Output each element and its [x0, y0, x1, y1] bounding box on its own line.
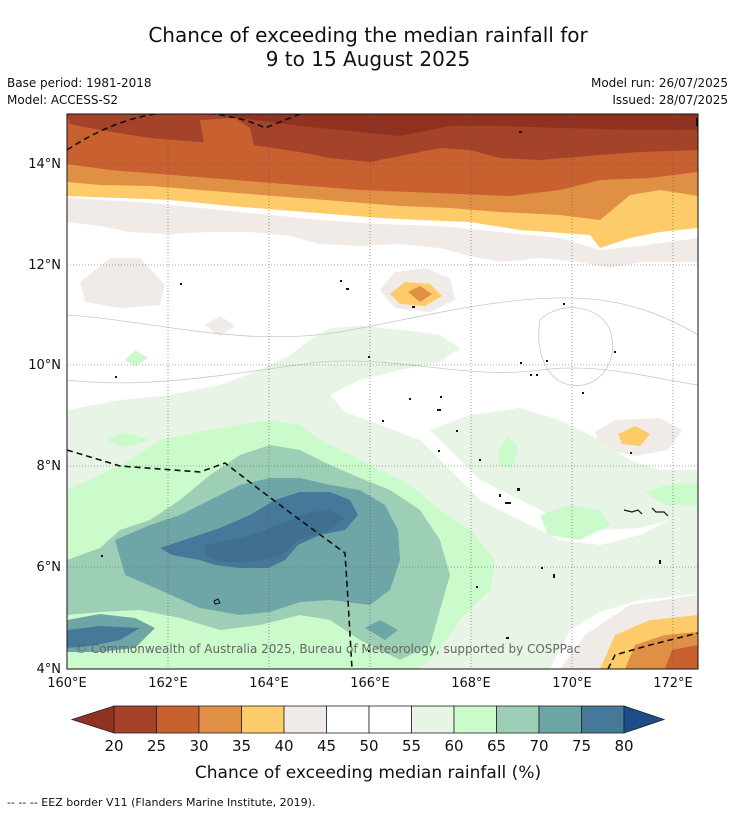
lat-label-8n: 8°N	[37, 459, 62, 474]
lon-label-162e: 162°E	[148, 676, 188, 691]
colorbar-bin-20-25	[113, 705, 157, 734]
colorbar-tick-labels: 20 25 30 35 40 45 50 55 60 65 70 75 80	[104, 737, 633, 755]
colorbar-bin-25-30	[156, 705, 200, 734]
contour-30-35-center	[408, 286, 432, 302]
contour-35-40-east	[618, 426, 650, 446]
map-title-line1: Chance of exceeding the median rainfall …	[148, 23, 588, 47]
model-text: Model: ACCESS-S2	[7, 93, 119, 107]
colorbar-bin-55-60	[411, 705, 455, 734]
lon-label-170e: 170°E	[552, 676, 592, 691]
contour-60-65-small-west	[105, 432, 150, 448]
colorbar-tick-55: 55	[402, 737, 421, 755]
lat-label-6n: 6°N	[37, 560, 62, 575]
colorbar-tick-80: 80	[614, 737, 633, 755]
colorbar-tick-30: 30	[189, 737, 208, 755]
eez-border	[67, 114, 698, 669]
lat-label-14n: 14°N	[28, 157, 61, 172]
colorbar-title: Chance of exceeding median rainfall (%)	[195, 763, 541, 783]
longitude-labels: 160°E 162°E 164°E 166°E 168°E 170°E 172°…	[47, 676, 693, 691]
colorbar-tick-50: 50	[359, 737, 378, 755]
lon-label-164e: 164°E	[249, 676, 289, 691]
colorbar-tick-60: 60	[444, 737, 463, 755]
contour-40-45-west-blob	[80, 258, 165, 308]
base-period-text: Base period: 1981-2018	[7, 76, 152, 90]
colorbar-bin-65-70	[496, 705, 540, 734]
colorbar-tick-20: 20	[104, 737, 123, 755]
colorbar-bin-30-35	[198, 705, 242, 734]
contour-55-60-east	[430, 408, 698, 530]
colorbar-tick-75: 75	[572, 737, 591, 755]
colorbar	[70, 705, 666, 734]
colorbar-bin-50-55	[368, 705, 412, 734]
islands	[101, 118, 698, 652]
contour-under-20	[210, 114, 698, 136]
map-plot-area: © Commonwealth of Australia 2025, Bureau…	[67, 114, 698, 669]
colorbar-tick-25: 25	[147, 737, 166, 755]
colorbar-tick-35: 35	[232, 737, 251, 755]
contour-70-75-south	[365, 620, 398, 640]
colorbar-bin-35-40	[241, 705, 285, 734]
colorbar-bin-75-80	[581, 705, 625, 734]
copyright-text: © Commonwealth of Australia 2025, Bureau…	[75, 642, 580, 656]
contour-60-65-east-a	[498, 436, 518, 468]
colorbar-tick-45: 45	[317, 737, 336, 755]
map-frame	[66, 113, 699, 670]
lat-label-12n: 12°N	[28, 258, 61, 273]
lat-label-4n: 4°N	[37, 662, 62, 677]
colorbar-tick-40: 40	[274, 737, 293, 755]
colorbar-bin-45-50	[326, 705, 370, 734]
colorbar-over-arrow	[623, 705, 666, 734]
colorbar-under-arrow	[70, 705, 115, 734]
lon-label-160e: 160°E	[47, 676, 87, 691]
colorbar-bin-40-45	[283, 705, 327, 734]
eez-footnote: -- -- -- EEZ border V11 (Flanders Marine…	[7, 796, 316, 809]
model-run-text: Model run: 26/07/2025	[590, 76, 728, 90]
contour-40-45-north	[67, 198, 698, 268]
contour-75-80-southwest	[67, 626, 140, 648]
colorbar-tick-70: 70	[529, 737, 548, 755]
colorbar-bin-70-75	[538, 705, 582, 734]
colorbar-bin-60-65	[453, 705, 497, 734]
issued-text: Issued: 28/07/2025	[612, 93, 728, 107]
latitude-labels: 14°N 12°N 10°N 8°N 6°N 4°N	[28, 157, 61, 677]
map-title-line2: 9 to 15 August 2025	[265, 47, 471, 71]
contour-40-45-small	[205, 316, 235, 336]
contour-60-65-small-mid	[125, 350, 148, 366]
contour-75-80-inner	[205, 510, 345, 562]
contour-55-60-northwest	[310, 326, 460, 360]
lon-label-168e: 168°E	[451, 676, 491, 691]
lon-label-172e: 172°E	[653, 676, 693, 691]
contour-25-30-nw	[200, 118, 255, 165]
contour-60-65-east-c	[645, 483, 698, 505]
contour-60-65-east-b	[540, 505, 610, 540]
colorbar-tick-65: 65	[487, 737, 506, 755]
lat-label-10n: 10°N	[28, 358, 61, 373]
lon-label-166e: 166°E	[350, 676, 390, 691]
